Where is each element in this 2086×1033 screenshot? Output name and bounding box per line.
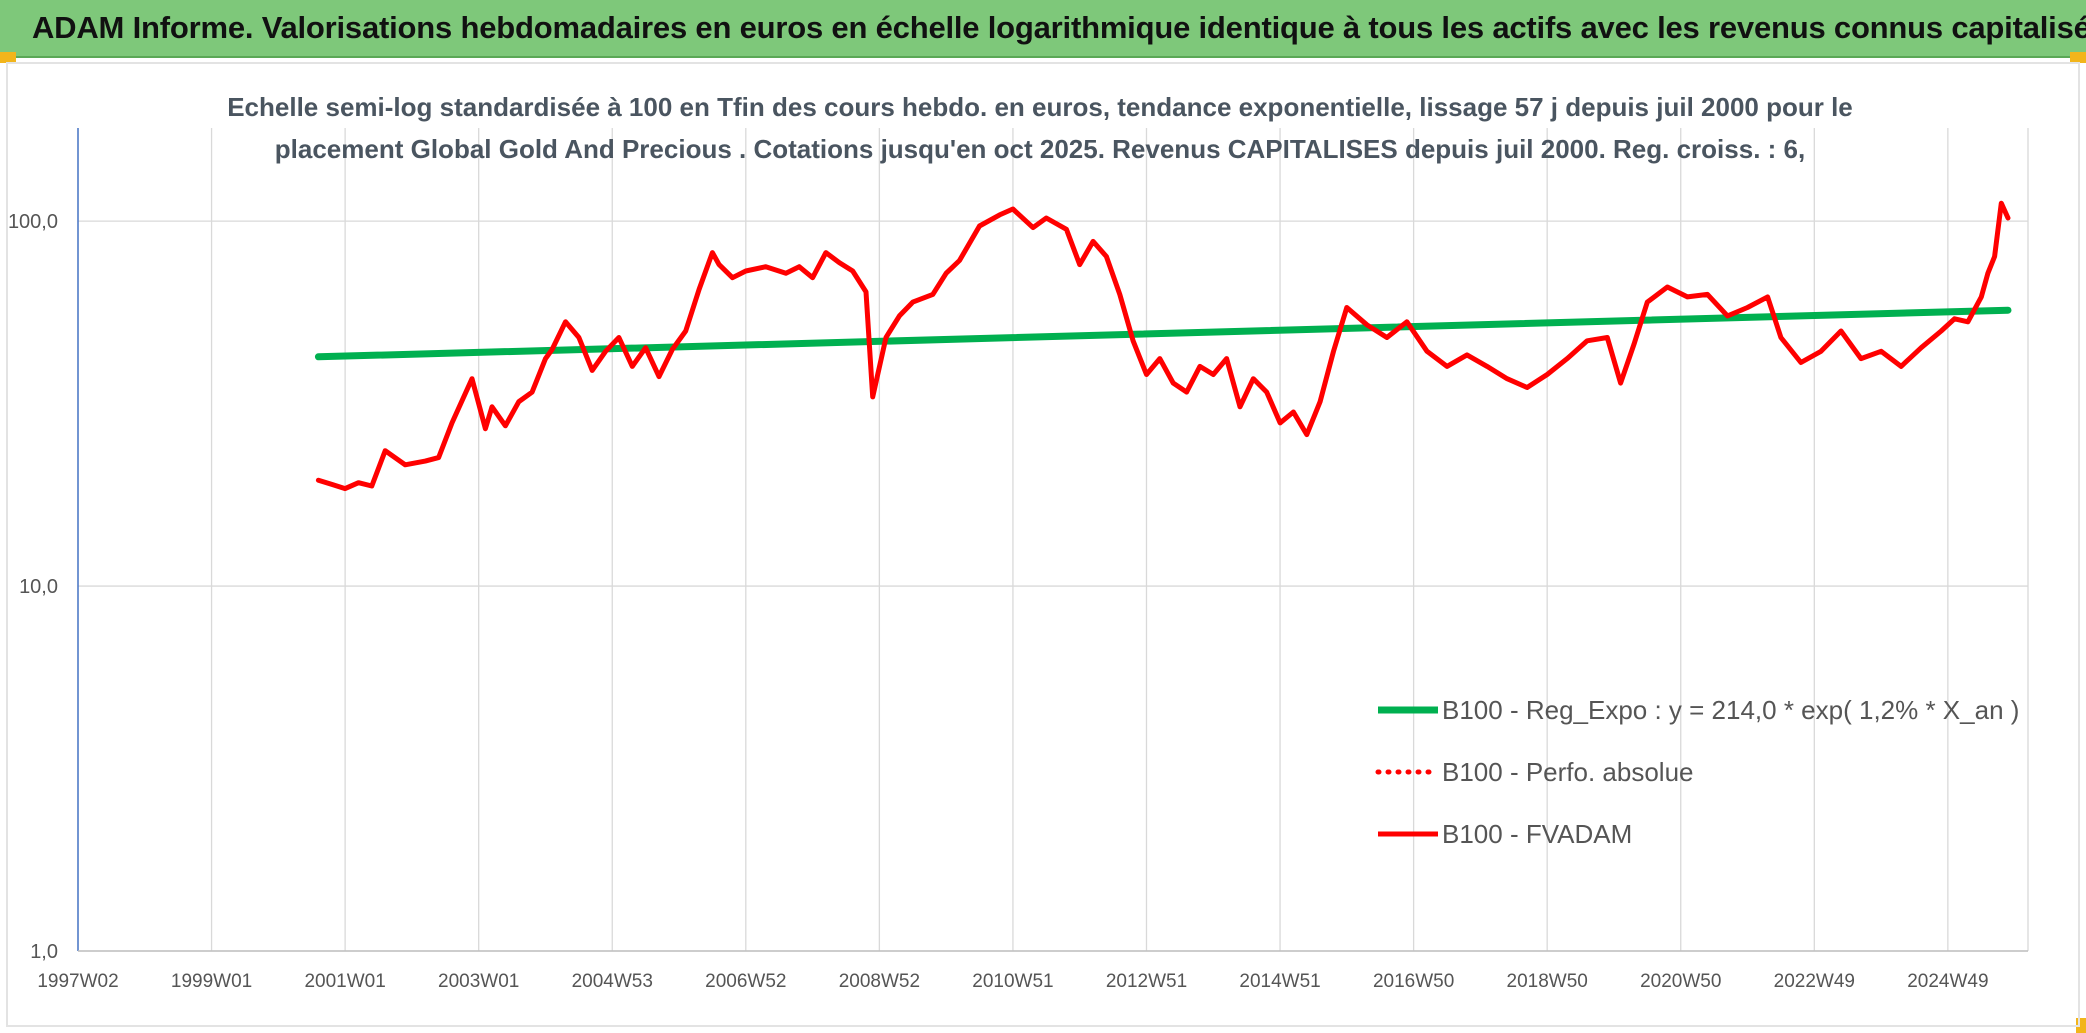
x-tick-label: 2001W01 xyxy=(304,971,385,992)
chart-frame xyxy=(6,62,2080,1027)
x-tick-label: 1997W02 xyxy=(37,971,118,992)
x-tick-label: 2004W53 xyxy=(572,971,653,992)
x-tick-label: 2018W50 xyxy=(1507,971,1588,992)
x-tick-label: 2024W49 xyxy=(1907,971,1988,992)
x-tick-labels: 1997W02 1999W01 2001W01 2003W01 2004W53 2006W… xyxy=(37,971,1988,992)
x-tick-label: 2006W52 xyxy=(705,971,786,992)
y-tick-labels: 1,0 10,0 100,0 xyxy=(8,211,58,963)
legend: B100 - Reg_Expo : y = 214,0 * exp( 1,2% … xyxy=(1375,695,2019,849)
x-tick-label: 2016W50 xyxy=(1373,971,1454,992)
x-tick-label: 2014W51 xyxy=(1239,971,1320,992)
corner-accent-bottom-right xyxy=(2076,1018,2086,1033)
y-tick-label: 1,0 xyxy=(30,941,58,963)
grid-lines xyxy=(78,128,2029,952)
report-title: ADAM Informe. Valorisations hebdomadaire… xyxy=(32,10,2086,45)
x-tick-label: 2008W52 xyxy=(839,971,920,992)
chart-title: Echelle semi-log standardisée à 100 en T… xyxy=(227,92,1853,164)
x-tick-label: 2003W01 xyxy=(438,971,519,992)
y-tick-label: 100,0 xyxy=(8,211,58,233)
x-tick-label: 1999W01 xyxy=(171,971,252,992)
price-line xyxy=(315,200,2011,492)
chart-title-line-1: Echelle semi-log standardisée à 100 en T… xyxy=(227,92,1853,122)
report-banner: ADAM Informe. Valorisations hebdomadaire… xyxy=(0,0,2086,58)
trend-line xyxy=(314,306,2012,361)
corner-accent-right xyxy=(2070,52,2086,63)
x-tick-label: 2010W51 xyxy=(972,971,1053,992)
x-tick-label: 2022W49 xyxy=(1774,971,1855,992)
corner-accent-left xyxy=(0,52,16,63)
chart-title-line-2: placement Global Gold And Precious . Cot… xyxy=(275,134,1805,164)
legend-label: B100 - Reg_Expo : y = 214,0 * exp( 1,2% … xyxy=(1442,695,2019,725)
x-tick-label: 2020W50 xyxy=(1640,971,1721,992)
y-tick-label: 10,0 xyxy=(19,576,58,598)
series-lines xyxy=(314,200,2012,492)
x-tick-label: 2012W51 xyxy=(1106,971,1187,992)
legend-label: B100 - Perfo. absolue xyxy=(1442,757,1694,787)
legend-label: B100 - FVADAM xyxy=(1442,819,1632,849)
axes xyxy=(77,128,2028,952)
